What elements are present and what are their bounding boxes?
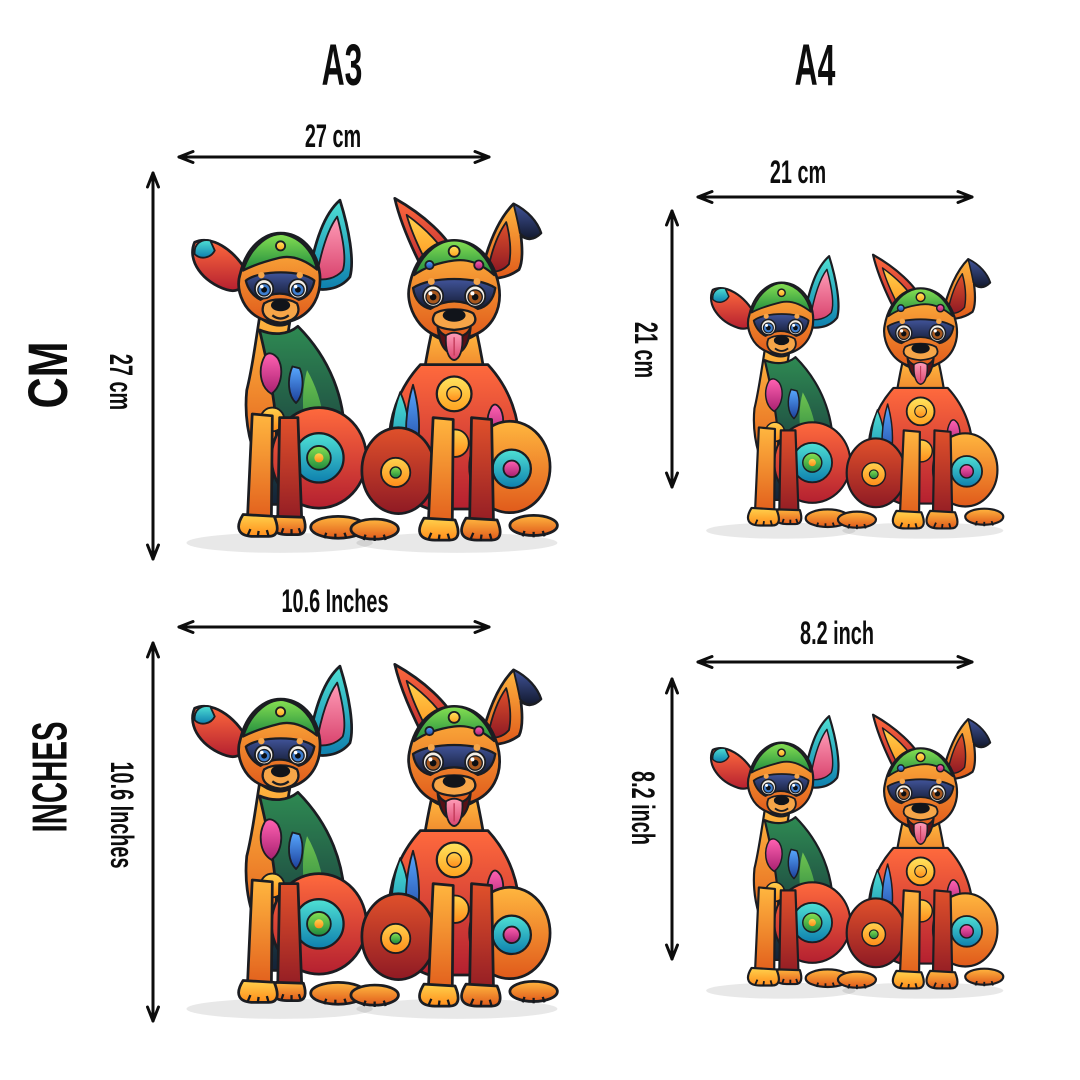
row-label-cm: CM [16,341,79,409]
dogs-artwork-a4-cm [693,212,1015,546]
dogs-artwork-a4-inches [693,676,1015,1006]
a4-cm-width-label: 21 cm [769,154,827,190]
a3-inches-height-arrow [146,641,160,1023]
a3-inches-width-label: 10.6 Inches [281,583,389,619]
a3-cm-width-label: 27 cm [304,118,362,154]
a4-inches-height-label: 8.2 inch [625,771,661,845]
a4-inches-height-arrow [665,677,679,961]
a4-cm-height-label: 21 cm [628,321,664,379]
a3-inches-width-arrow [177,620,491,634]
column-header-a3: A3 [321,33,363,98]
a4-cm-width-arrow [696,190,974,204]
a3-inches-height-label: 10.6 Inches [104,761,140,869]
column-header-a4: A4 [794,33,836,98]
dogs-artwork-a3-inches [170,640,572,1028]
a3-cm-height-label: 27 cm [103,353,139,411]
a4-inches-width-arrow [696,655,974,669]
a4-inches-width-label: 8.2 inch [800,615,874,651]
row-label-inches: INCHES [23,721,78,833]
dogs-artwork-a3-cm [170,168,572,562]
a4-cm-height-arrow [665,209,679,489]
a3-cm-width-arrow [177,150,491,164]
a3-cm-height-arrow [146,171,160,561]
